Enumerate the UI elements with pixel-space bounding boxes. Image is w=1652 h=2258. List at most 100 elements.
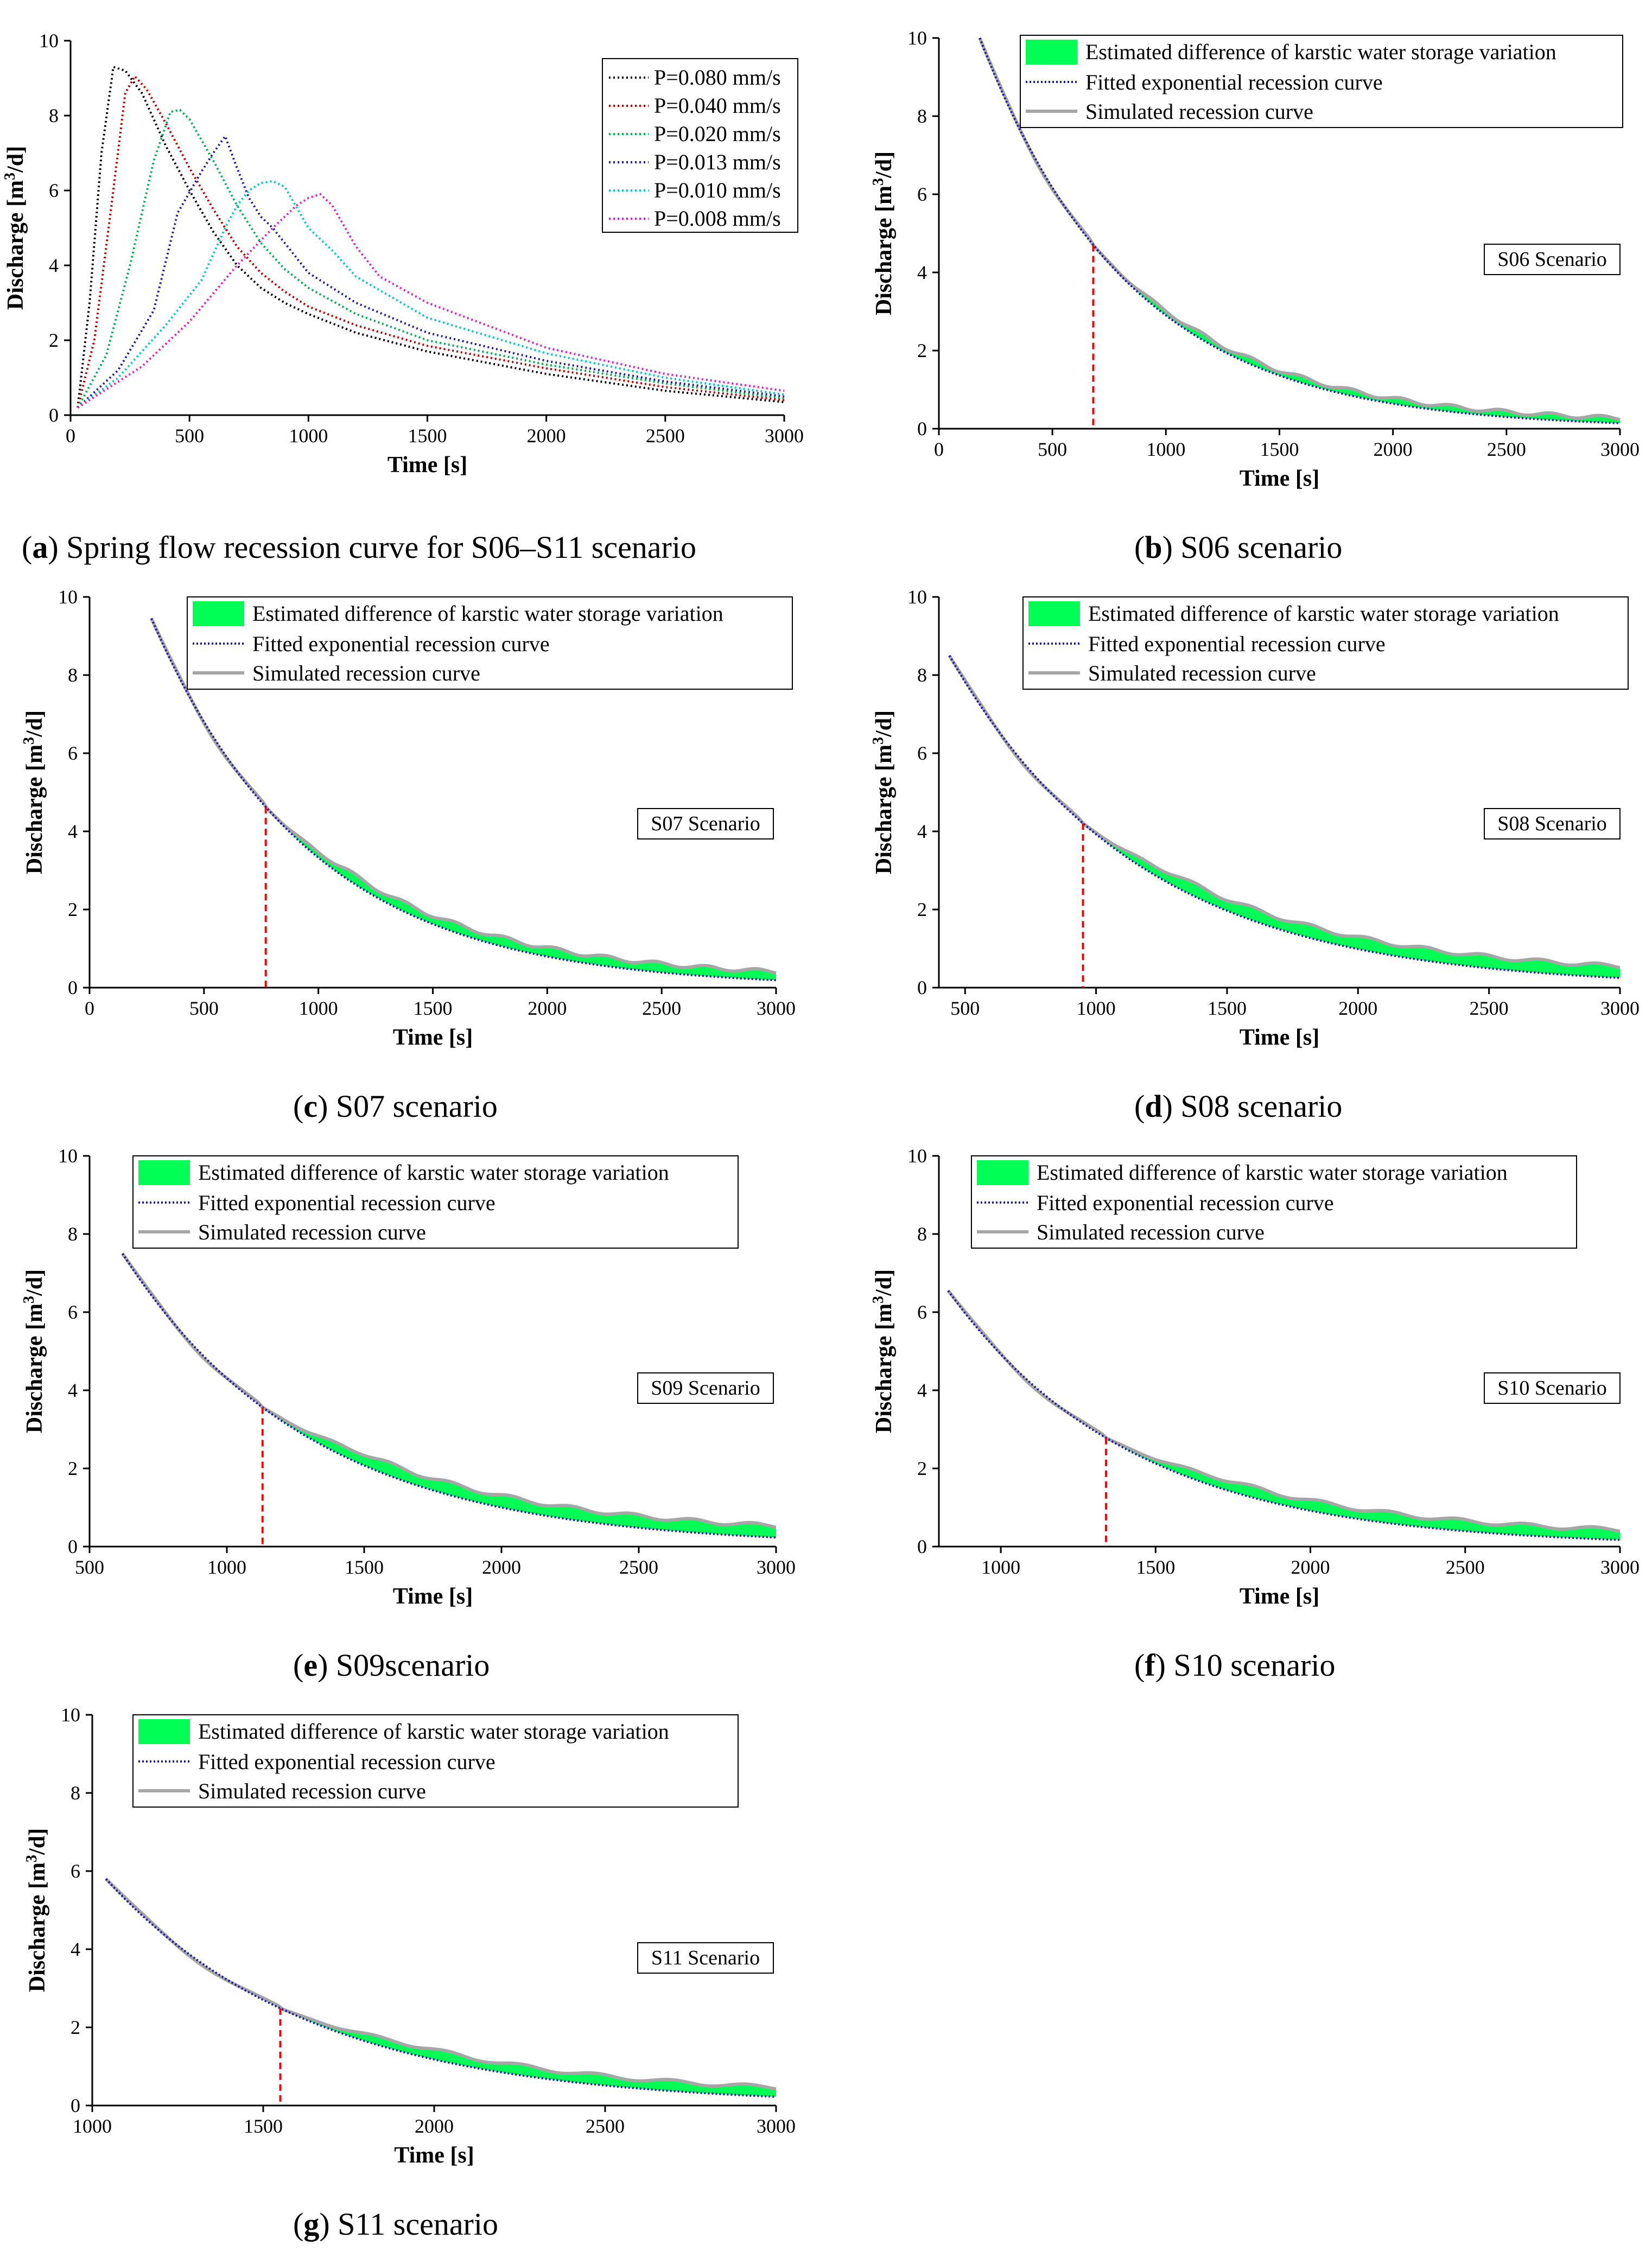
scenario-label: S11 Scenario xyxy=(651,1947,760,1969)
scenario-box xyxy=(637,808,774,839)
storage-difference-area xyxy=(283,2009,776,2097)
y-tick-label: 8 xyxy=(917,664,927,686)
y-tick-label: 4 xyxy=(71,1938,80,1960)
fitted-recession-line xyxy=(105,1878,777,2098)
caption-b: (b) S06 scenario xyxy=(1134,530,1343,565)
panel-g: 1000 1500 2000 2500 3000 0 2 4 6 8 10 Time [s] Disch… xyxy=(0,1693,814,2257)
y-tick-label: 10 xyxy=(58,1145,78,1167)
y-tick-label: 2 xyxy=(49,329,59,351)
y-axis-label: Discharge [m3/d] xyxy=(23,1828,50,1992)
legend-box xyxy=(602,58,798,233)
legend-label: Fitted exponential recession curve xyxy=(252,632,550,656)
y-tick-label: 8 xyxy=(68,1223,78,1245)
caption-e: (e) S09scenario xyxy=(293,1648,490,1683)
legend-label: Fitted exponential recession curve xyxy=(198,1191,495,1215)
y-tick-label: 10 xyxy=(39,30,59,52)
y-tick-label: 2 xyxy=(68,899,78,920)
x-tick-label: 1000 xyxy=(73,2115,112,2137)
legend-box xyxy=(1020,35,1623,128)
legend-swatch-area xyxy=(977,1160,1028,1185)
scenario-label: S07 Scenario xyxy=(651,812,760,835)
x-axis-label: Time [s] xyxy=(394,2143,474,2168)
y-tick-label: 6 xyxy=(917,742,927,764)
x-axis-label: Time [s] xyxy=(393,1584,473,1609)
simulated-recession-line xyxy=(121,1252,777,1529)
legend-swatch-area xyxy=(193,601,244,626)
y-axis-label: Discharge [m3/d] xyxy=(870,151,897,315)
panel-d: 500 1000 1500 2000 2500 3000 0 2 4 6 8 10 Time [s] Di… xyxy=(836,575,1652,1140)
panel-f: 1000 1500 2000 2500 3000 0 2 4 6 8 10 Time [s] Disch… xyxy=(836,1134,1652,1699)
caption-e-letter: e xyxy=(303,1648,318,1683)
chart-a: 0 500 1000 1500 2000 2500 3000 0 2 4 6 8 10 Time [s] D… xyxy=(2,30,804,478)
legend-label: Estimated difference of karstic water st… xyxy=(1037,1160,1508,1185)
fitted-recession-line xyxy=(948,655,1621,979)
y-tick-label: 4 xyxy=(917,262,927,283)
x-tick-label: 1000 xyxy=(207,1556,246,1578)
y-tick-label: 0 xyxy=(68,1536,78,1557)
y-tick-label: 4 xyxy=(917,1379,927,1401)
y-axis-label: Discharge [m3/d] xyxy=(870,1269,897,1433)
y-tick-label: 2 xyxy=(71,2017,80,2038)
simulated-recession-line xyxy=(948,654,1621,970)
chart-d: 500 1000 1500 2000 2500 3000 0 2 4 6 8 10 Time [s] Di… xyxy=(870,586,1640,1050)
legend-label: Estimated difference of karstic water st… xyxy=(1088,601,1559,626)
y-tick-label: 10 xyxy=(907,586,927,608)
y-tick-label: 8 xyxy=(68,664,78,686)
legend-label: Fitted exponential recession curve xyxy=(1088,632,1386,656)
scenario-box xyxy=(1484,244,1621,275)
y-tick-label: 4 xyxy=(49,255,59,276)
storage-difference-area xyxy=(1083,823,1620,978)
caption-f-text: S10 scenario xyxy=(1165,1648,1336,1683)
x-tick-label: 0 xyxy=(934,438,944,460)
legend-label: Simulated recession curve xyxy=(252,661,480,685)
panel-c: 0 500 1000 1500 2000 2500 3000 0 2 4 6 8 10 Time [s] D… xyxy=(0,575,814,1140)
legend-box xyxy=(132,1714,739,1808)
x-tick-label: 500 xyxy=(175,425,204,447)
x-tick-label: 500 xyxy=(75,1556,104,1578)
x-tick-label: 1000 xyxy=(1146,438,1185,460)
x-tick-label: 2000 xyxy=(1291,1556,1330,1578)
caption-d-letter: d xyxy=(1145,1089,1162,1124)
x-axis-label: Time [s] xyxy=(393,1025,473,1050)
legend-swatch-area xyxy=(138,1719,190,1744)
y-tick-label: 0 xyxy=(71,2095,80,2116)
caption-d: (d) S08 scenario xyxy=(1134,1089,1343,1124)
legend-label: Estimated difference of karstic water st… xyxy=(252,601,723,626)
x-tick-label: 2000 xyxy=(415,2115,454,2137)
scenario-box xyxy=(1484,1372,1621,1404)
scenario-box xyxy=(637,1942,774,1974)
caption-a: (a) Spring flow recession curve for S06–… xyxy=(22,530,696,565)
chart-f: 1000 1500 2000 2500 3000 0 2 4 6 8 10 Time [s] Disch… xyxy=(870,1145,1640,1609)
x-tick-label: 1500 xyxy=(414,997,453,1019)
caption-d-text: S08 scenario xyxy=(1172,1089,1343,1124)
scenario-label: S06 Scenario xyxy=(1497,248,1607,271)
y-tick-label: 4 xyxy=(68,820,78,842)
y-axis-label: Discharge [m3/d] xyxy=(21,710,48,874)
x-tick-label: 3000 xyxy=(757,2115,796,2137)
legend-label: Simulated recession curve xyxy=(198,1779,426,1803)
legend-label: P=0.013 mm/s xyxy=(654,150,781,174)
x-tick-label: 1000 xyxy=(981,1556,1020,1578)
scenario-label: S08 Scenario xyxy=(1497,812,1607,835)
simulated-recession-line xyxy=(150,618,777,975)
panel-a: 0 500 1000 1500 2000 2500 3000 0 2 4 6 8 10 Time [s] D… xyxy=(0,0,814,564)
x-tick-label: 1500 xyxy=(408,425,447,447)
y-tick-label: 6 xyxy=(49,180,59,201)
legend-box xyxy=(1022,596,1629,690)
storage-difference-area xyxy=(262,1407,776,1538)
y-axis-label: Discharge [m3/d] xyxy=(2,146,29,310)
caption-c-letter: c xyxy=(303,1089,318,1124)
x-tick-label: 1500 xyxy=(244,2115,283,2137)
y-tick-label: 4 xyxy=(68,1379,78,1401)
x-axis-label: Time [s] xyxy=(387,453,467,478)
series-line xyxy=(77,193,785,409)
y-tick-label: 6 xyxy=(71,1860,80,1882)
x-tick-label: 2500 xyxy=(1470,997,1509,1019)
simulated-recession-line xyxy=(105,1878,777,2091)
x-tick-label: 1000 xyxy=(299,997,338,1019)
x-axis-label: Time [s] xyxy=(1240,1584,1319,1609)
x-tick-label: 3000 xyxy=(757,1556,796,1578)
caption-c-text: S07 scenario xyxy=(328,1089,498,1124)
y-tick-label: 0 xyxy=(917,1536,927,1557)
x-tick-label: 0 xyxy=(85,997,94,1019)
